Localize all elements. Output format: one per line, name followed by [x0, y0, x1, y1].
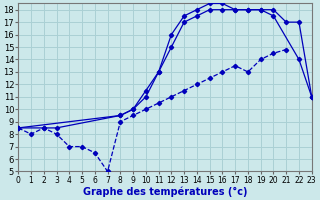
- X-axis label: Graphe des températures (°c): Graphe des températures (°c): [83, 186, 247, 197]
